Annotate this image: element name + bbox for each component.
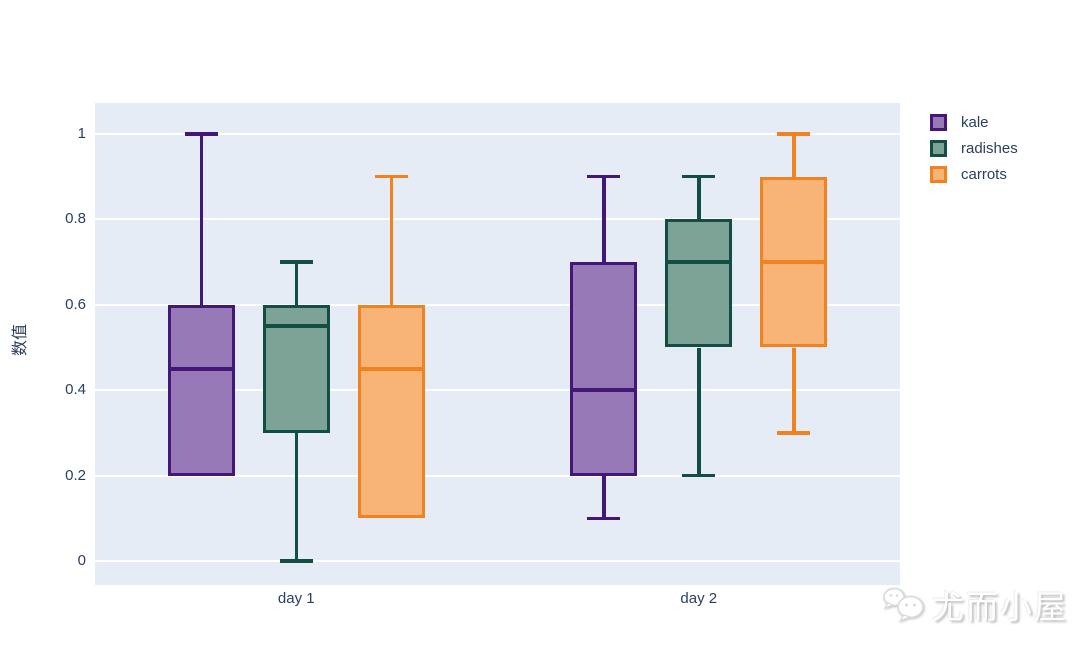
y-tick-label: 0.4	[65, 381, 86, 399]
whisker-cap-radishes-day1	[279, 260, 313, 264]
whisker-stem-carrots-day2	[792, 134, 796, 177]
whisker-cap-radishes-day2	[682, 473, 716, 478]
whisker-cap-radishes-day1	[279, 559, 313, 563]
whisker-cap-carrots-day2	[777, 431, 811, 435]
y-tick-label: 0.6	[65, 295, 86, 313]
whisker-cap-kale-day2	[587, 516, 621, 521]
whisker-stem-kale-day2	[602, 176, 606, 263]
median-carrots-day2	[760, 260, 828, 264]
y-tick-label: 0.2	[65, 466, 86, 484]
whisker-stem-kale-day1	[199, 134, 203, 305]
whisker-stem-radishes-day2	[697, 176, 701, 220]
y-axis-title: 数值	[12, 324, 29, 357]
gridline	[95, 218, 900, 221]
wechat-icon	[883, 587, 924, 623]
x-category-label: day 2	[680, 590, 718, 607]
gridline	[95, 303, 900, 306]
gridline	[95, 474, 900, 477]
whisker-cap-kale-day2	[587, 174, 621, 179]
box-kale-day1	[167, 304, 235, 476]
legend-label-carrots: carrots	[961, 166, 1007, 183]
legend: kale radishes carrots	[930, 114, 1018, 192]
median-kale-day1	[167, 367, 235, 371]
whisker-cap-carrots-day2	[777, 132, 811, 136]
median-kale-day2	[570, 388, 638, 392]
whisker-stem-kale-day2	[602, 475, 606, 519]
legend-label-radishes: radishes	[961, 140, 1018, 157]
whisker-cap-radishes-day2	[682, 174, 716, 179]
gridline	[95, 389, 900, 392]
legend-label-kale: kale	[961, 114, 989, 131]
legend-swatch-kale	[930, 114, 947, 131]
y-tick-label: 0	[77, 552, 86, 569]
whisker-stem-radishes-day2	[697, 347, 701, 476]
median-carrots-day1	[357, 367, 425, 371]
y-tick-label: 0.8	[65, 210, 86, 228]
whisker-stem-carrots-day1	[389, 176, 393, 305]
box-kale-day2	[570, 262, 638, 476]
box-radishes-day2	[665, 219, 733, 348]
x-category-label: day 1	[277, 590, 315, 607]
whisker-stem-radishes-day1	[294, 262, 298, 305]
whisker-cap-kale-day1	[184, 132, 218, 136]
y-tick-label: 1	[77, 125, 86, 142]
box-carrots-day1	[357, 304, 425, 519]
watermark: 尤而小屋	[882, 582, 1068, 628]
legend-item-radishes[interactable]: radishes	[930, 140, 1018, 157]
whisker-stem-radishes-day1	[294, 432, 298, 561]
legend-item-kale[interactable]: kale	[930, 114, 1018, 131]
median-radishes-day2	[665, 260, 733, 264]
watermark-text: 尤而小屋	[932, 589, 1069, 625]
median-radishes-day1	[262, 324, 330, 328]
whisker-cap-carrots-day1	[374, 174, 408, 179]
legend-swatch-carrots	[930, 166, 947, 183]
whisker-stem-carrots-day2	[792, 347, 796, 433]
gridline	[95, 560, 900, 562]
legend-item-carrots[interactable]: carrots	[930, 166, 1018, 183]
legend-swatch-radishes	[930, 140, 947, 157]
plot-area	[95, 103, 900, 585]
gridline	[95, 133, 900, 135]
